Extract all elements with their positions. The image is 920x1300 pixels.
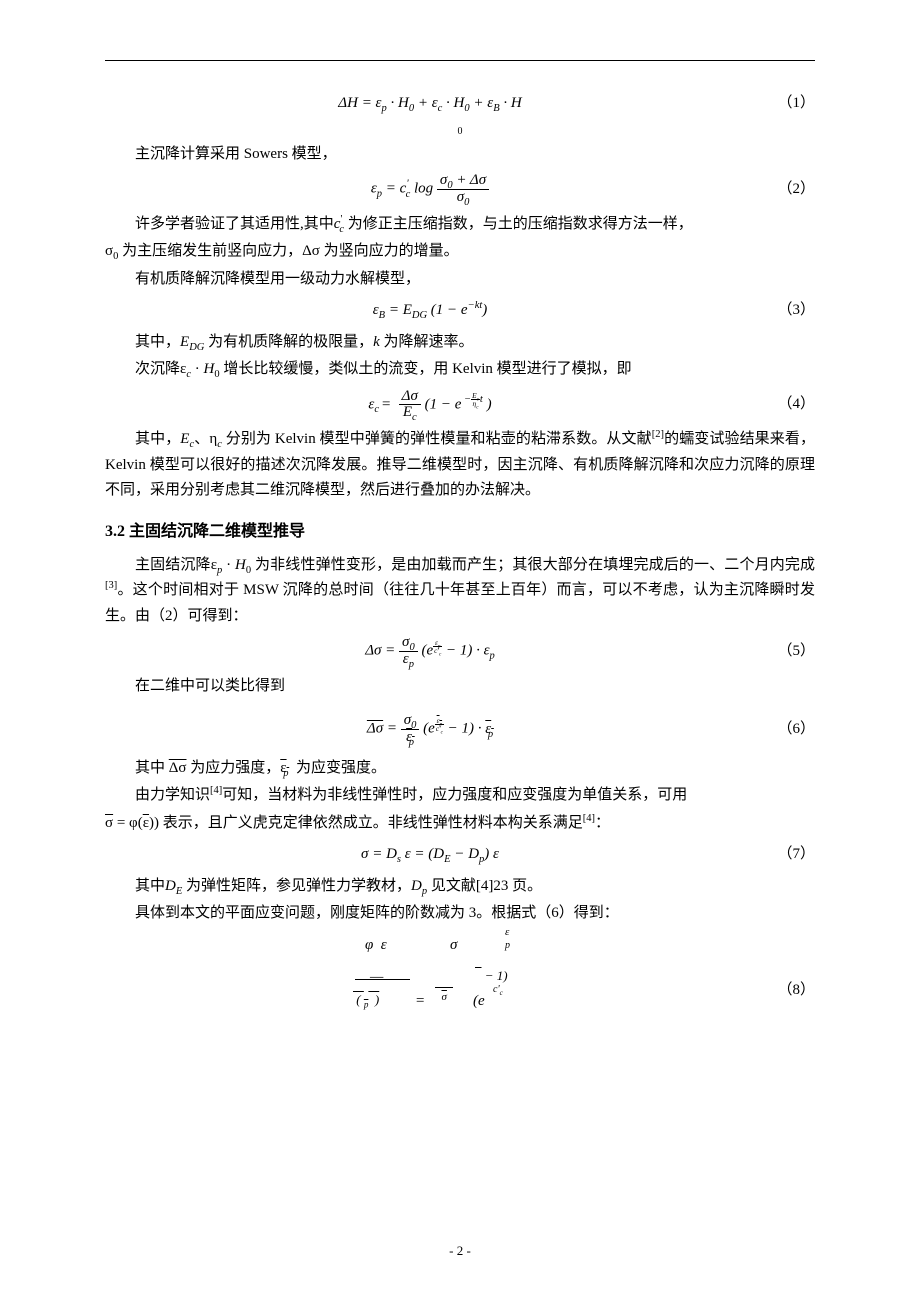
equation-1-num: （1） <box>755 91 815 117</box>
text: 由力学知识 <box>135 787 210 803</box>
para-kelvin-desc: 其中，Ec、ηc 分别为 Kelvin 模型中弹簧的弹性模量和粘壶的粘滞系数。从… <box>105 427 815 504</box>
text: 见文献[4]23 页。 <box>431 878 542 894</box>
equation-5: Δσ = σ0εp (eεpc'c − 1) · εp <box>105 635 755 668</box>
text: 为应变强度。 <box>296 760 386 776</box>
para-kelvin: 次沉降εc · H0 增长比较缓慢，类似土的流变，用 Kelvin 模型进行了模… <box>105 357 815 383</box>
para-cc: 许多学者验证了其适用性,其中c'c 为修正主压缩指数，与土的压缩指数求得方法一样… <box>105 212 815 238</box>
text: 为应力强度， <box>190 760 280 776</box>
citation-4b: [4] <box>583 813 595 824</box>
text: 次沉降 <box>135 361 180 377</box>
para-organic: 有机质降解沉降模型用一级动力水解模型， <box>105 267 815 293</box>
citation-3: [3] <box>105 580 117 591</box>
text: 许多学者验证了其适用性,其中 <box>135 216 334 232</box>
equation-3: εB = EDG (1 − e−kt) <box>105 298 755 324</box>
equation-1-row: ΔH = εp · H0 + εc · H0 + εB · H （1） <box>105 91 815 117</box>
equation-4-num: （4） <box>755 392 815 418</box>
equation-4-row: εc= ΔσEc (1 − e −Ecηct ) （4） <box>105 389 815 422</box>
equation-5-row: Δσ = σ0εp (eεpc'c − 1) · εp （5） <box>105 635 815 668</box>
text: 为主压缩发生前竖向应力， <box>122 243 302 259</box>
citation-4a: [4] <box>210 785 222 796</box>
equation-2-num: （2） <box>755 177 815 203</box>
para-mechanics: 由力学知识[4]可知，当材料为非线性弹性时，应力强度和应变强度为单值关系，可用 <box>105 783 815 809</box>
equation-7-num: （7） <box>755 842 815 868</box>
equation-3-row: εB = EDG (1 − e−kt) （3） <box>105 298 815 324</box>
text: ： <box>595 815 610 831</box>
text: 主固结沉降 <box>135 557 211 573</box>
text: ) 表示，且广义虎克定律依然成立。非线性弹性材料本构关系满足 <box>154 815 583 831</box>
text: 其中， <box>135 334 180 350</box>
equation-3-num: （3） <box>755 298 815 324</box>
equation-6: Δσ = σ0ε p (eεpc'c − 1) · ε p <box>105 713 755 746</box>
para-sowers: 主沉降计算采用 Sowers 模型， <box>105 142 815 168</box>
para-intensity: 其中 Δσ 为应力强度，ε p 为应变强度。 <box>105 756 815 782</box>
stray-sub-zero: 0 <box>105 123 815 140</box>
text: 其中 <box>135 760 165 776</box>
equation-7: σ = Ds ε = (DE − Dp) ε <box>105 842 755 868</box>
equation-6-row: Δσ = σ0ε p (eεpc'c − 1) · ε p （6） <box>105 713 815 746</box>
equation-4: εc= ΔσEc (1 − e −Ecηct ) <box>105 389 755 422</box>
text: 为有机质降解的极限量， <box>208 334 373 350</box>
equation-7-row: σ = Ds ε = (DE − Dp) ε （7） <box>105 842 815 868</box>
page: ΔH = εp · H0 + εc · H0 + εB · H （1） 0 主沉… <box>0 0 920 1300</box>
text: 增长比较缓慢，类似土的流变，用 Kelvin 模型进行了模拟，即 <box>223 361 631 377</box>
text: 为弹性矩阵，参见弹性力学教材， <box>186 878 411 894</box>
text: 为竖向应力的增量。 <box>324 243 459 259</box>
text: 为修正主压缩指数，与土的压缩指数求得方法一样， <box>348 216 693 232</box>
page-number: - 2 - <box>0 1240 920 1262</box>
para-phi: σ = φ(ε)) 表示，且广义虎克定律依然成立。非线性弹性材料本构关系满足[4… <box>105 811 815 837</box>
equation-2: εp = c'c log σ0 + Δσσ0 <box>105 173 755 206</box>
text: 其中 <box>135 878 165 894</box>
text: 分别为 Kelvin 模型中弹簧的弹性模量和粘壶的粘滞系数。从文献 <box>226 431 652 447</box>
equation-2-row: εp = c'c log σ0 + Δσσ0 （2） <box>105 173 815 206</box>
para-sigma0: σ0 为主压缩发生前竖向应力，Δσ 为竖向应力的增量。 <box>105 239 815 265</box>
equation-8-num: （8） <box>755 978 815 1004</box>
para-primary: 主固结沉降εp · H0 为非线性弹性变形，是由加载而产生；其很大部分在填埋完成… <box>105 553 815 630</box>
para-de: 其中DE 为弹性矩阵，参见弹性力学教材，Dp 见文献[4]23 页。 <box>105 874 815 900</box>
equation-8-row: φ ε σ ε p — − 1) ( p ) = σ (e c'c （8） <box>105 933 815 1053</box>
text: 为降解速率。 <box>384 334 474 350</box>
equation-6-num: （6） <box>755 717 815 743</box>
para-2d: 在二维中可以类比得到 <box>105 674 815 700</box>
para-edg: 其中，EDG 为有机质降解的极限量，k 为降解速率。 <box>105 330 815 356</box>
section-3-2-title: 3.2 主固结沉降二维模型推导 <box>105 518 815 545</box>
equation-5-num: （5） <box>755 639 815 665</box>
text: 。这个时间相对于 MSW 沉降的总时间（往往几十年甚至上百年）而言，可以不考虑，… <box>105 582 815 624</box>
top-rule <box>105 60 815 61</box>
text: 为非线性弹性变形，是由加载而产生；其很大部分在填埋完成后的一、二个月内完成 <box>255 557 815 573</box>
text: 可知，当材料为非线性弹性时，应力强度和应变强度为单值关系，可用 <box>222 787 687 803</box>
citation-2: [2] <box>652 429 664 440</box>
text: 其中， <box>135 431 180 447</box>
equation-1: ΔH = εp · H0 + εc · H0 + εB · H <box>105 91 755 117</box>
para-plane-strain: 具体到本文的平面应变问题，刚度矩阵的阶数减为 3。根据式（6）得到： <box>105 901 815 927</box>
equation-8: φ ε σ ε p — − 1) ( p ) = σ (e c'c <box>105 933 755 1053</box>
text: 、 <box>194 431 209 447</box>
